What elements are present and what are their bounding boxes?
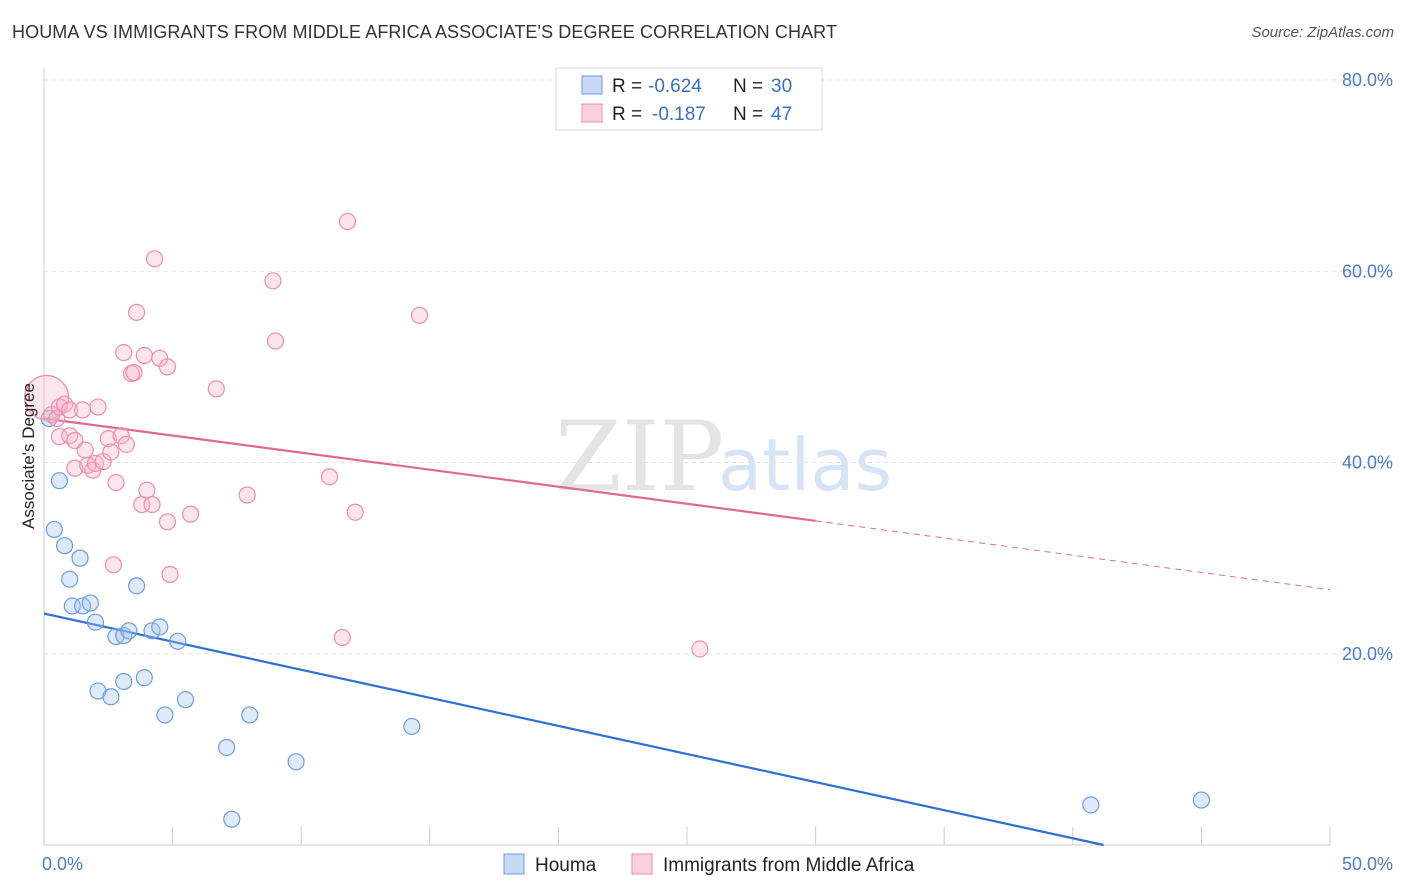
houma-point-10 [86,613,105,631]
source-label: Source: ZipAtlas.com [1251,24,1394,41]
houma-point-5 [61,570,79,588]
immigrants-point-11 [66,459,84,477]
houma-point-29 [1192,791,1211,809]
houma-point-9 [81,594,99,612]
immigrants-point-3 [50,398,69,416]
y-tick-label-0: 20.0% [1342,644,1393,664]
y-tick-label-2: 60.0% [1342,261,1393,281]
houma-point-28 [1082,796,1100,814]
legend-r-value-1: -0.624 [648,76,702,97]
legend: R = -0.624 N = 30 R = -0.187 N = 47 [555,67,823,131]
houma-point-20 [102,688,120,706]
houma-point-12 [115,626,133,645]
houma-point-1 [50,472,69,490]
x-tick-label-start: 0.0% [42,854,83,874]
immigrants-point-25 [127,303,146,321]
immigrants-point-44 [346,503,364,521]
legend-swatch-houma [581,75,603,95]
immigrants-point-24 [115,343,133,362]
axes [43,68,1331,846]
immigrants-point-35 [161,565,179,583]
legend-r-label-1: R = [612,76,642,97]
chart-title: HOUMA VS IMMIGRANTS FROM MIDDLE AFRICA A… [12,22,838,42]
houma-trend-line [43,612,1104,847]
immigrants-point-26 [135,346,153,364]
houma-point-18 [135,669,153,687]
houma-point-14 [143,622,161,640]
bottom-legend-swatch-houma [503,853,525,875]
immigrants-point-41 [320,468,339,486]
immigrants-point-34 [182,505,200,523]
houma-point-13 [120,622,138,640]
immigrants-point-20 [117,435,135,453]
watermark-zip: ZIP [555,401,724,513]
houma-point-23 [241,706,259,724]
legend-n-label-1: N = [733,76,763,97]
grid [44,79,1392,655]
immigrants-point-10 [89,398,107,416]
immigrants-point-40 [266,332,285,350]
houma-point-26 [403,717,421,736]
bottom-legend-houma: Houma [535,855,597,876]
legend-n-label-2: N = [733,104,763,125]
houma-point-22 [156,706,174,724]
houma-point-15 [151,618,169,636]
houma-point-16 [169,632,187,650]
houma-point-3 [55,537,74,555]
immigrants-point-45 [410,306,429,324]
houma-point-6 [127,577,146,595]
immigrants-point-42 [333,628,351,647]
immigrants-point-12 [76,441,94,459]
y-axis-label: Associate's Degree [19,383,38,529]
houma-point-27 [223,810,241,828]
immigrants-point-43 [338,212,357,231]
houma-point-2 [45,520,63,539]
immigrants-point-39 [264,272,282,290]
immigrants-point-33 [158,513,177,531]
immigrants-trend-line [43,417,816,522]
immigrants-point-17 [99,429,117,448]
legend-r-value-2: -0.187 [652,104,706,125]
immigrants-point-7 [61,427,79,445]
immigrants-trend-extension [815,520,1331,591]
immigrants-point-21 [107,473,125,492]
houma-point-21 [176,691,195,709]
legend-n-value-2: 47 [771,104,792,125]
x-tick-label-end: 50.0% [1342,854,1393,874]
legend-r-label-2: R = [612,104,642,125]
houma-point-4 [71,549,89,567]
immigrants-point-46 [691,640,709,658]
immigrants-point-32 [143,495,161,514]
houma-point-24 [218,738,236,757]
immigrants-point-27 [145,250,164,268]
immigrants-point-5 [61,401,79,419]
y-tick-label-3: 80.0% [1342,70,1393,90]
legend-n-value-1: 30 [771,76,792,97]
watermark: ZIP atlas [555,401,892,513]
immigrants-point-37 [207,380,225,398]
legend-swatch-immigrants [581,103,603,123]
bottom-legend-swatch-immigrants [631,853,653,875]
watermark-atlas: atlas [718,423,892,507]
trend-lines [43,417,1331,847]
immigrants-point-18 [102,443,120,461]
y-tick-label-1: 40.0% [1342,453,1393,473]
houma-point-17 [115,672,133,691]
immigrants-point-31 [138,481,156,499]
immigrants-point-19 [112,427,130,445]
immigrants-point-9 [73,401,92,419]
immigrants-point-36 [104,556,123,574]
immigrants-point-38 [238,486,256,504]
houma-point-25 [287,753,305,771]
bottom-legend-immigrants: Immigrants from Middle Africa [663,855,915,876]
data-points [23,212,1211,828]
immigrants-point-23 [125,364,143,382]
bottom-legend: Houma Immigrants from Middle Africa [503,853,915,876]
immigrants-point-29 [158,358,177,376]
tick-labels: 20.0% 40.0% 60.0% 80.0% 0.0% 50.0% [42,70,1393,874]
